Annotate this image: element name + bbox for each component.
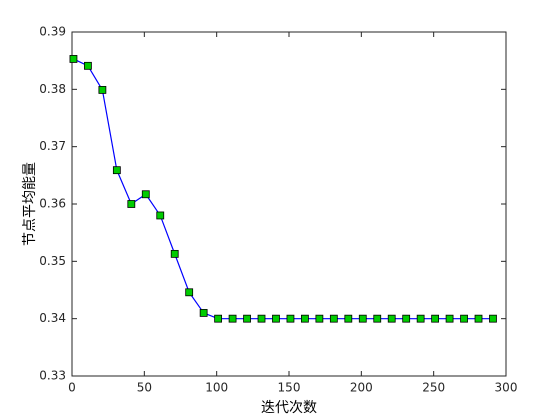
data-point xyxy=(474,314,483,323)
data-point xyxy=(416,314,425,323)
x-tick-label: 150 xyxy=(278,381,301,395)
data-point xyxy=(112,166,121,175)
data-point xyxy=(69,55,78,63)
data-point xyxy=(387,314,396,323)
y-tick-label: 0.36 xyxy=(39,197,66,211)
x-tick-label: 50 xyxy=(137,381,152,395)
data-point xyxy=(214,314,223,323)
x-tick-label: 0 xyxy=(68,381,76,395)
data-point xyxy=(199,309,208,317)
y-tick-label: 0.35 xyxy=(39,254,66,268)
data-point xyxy=(170,249,179,258)
data-point xyxy=(445,314,454,323)
data-point xyxy=(301,314,309,323)
data-point xyxy=(286,314,295,323)
data-point xyxy=(358,314,367,323)
y-axis-label: 节点平均能量 xyxy=(22,162,38,246)
plot-frame xyxy=(71,31,507,377)
data-point xyxy=(156,211,165,220)
data-point xyxy=(373,314,382,323)
data-point xyxy=(257,314,266,323)
data-point xyxy=(272,314,280,323)
x-tick-label: 250 xyxy=(422,381,445,395)
data-point xyxy=(141,190,150,199)
y-tick-label: 0.33 xyxy=(39,369,66,383)
data-point xyxy=(228,314,237,323)
y-tick-label: 0.34 xyxy=(39,311,66,325)
data-point xyxy=(84,61,92,70)
data-point xyxy=(489,314,497,323)
data-point xyxy=(98,86,107,94)
data-point xyxy=(127,200,136,208)
data-point xyxy=(431,314,440,323)
x-axis-label: 迭代次数 xyxy=(261,400,317,416)
y-tick-label: 0.39 xyxy=(39,25,66,39)
x-tick-label: 300 xyxy=(495,381,518,395)
data-point xyxy=(329,314,338,323)
data-point xyxy=(460,314,468,323)
x-tick-label: 200 xyxy=(350,381,373,395)
y-tick-label: 0.38 xyxy=(39,82,66,96)
data-point xyxy=(185,288,194,297)
x-tick-label: 100 xyxy=(205,381,228,395)
data-point xyxy=(243,314,251,323)
data-point xyxy=(315,314,324,323)
data-point xyxy=(402,314,411,323)
data-point xyxy=(344,314,353,323)
y-tick-label: 0.37 xyxy=(39,139,66,153)
